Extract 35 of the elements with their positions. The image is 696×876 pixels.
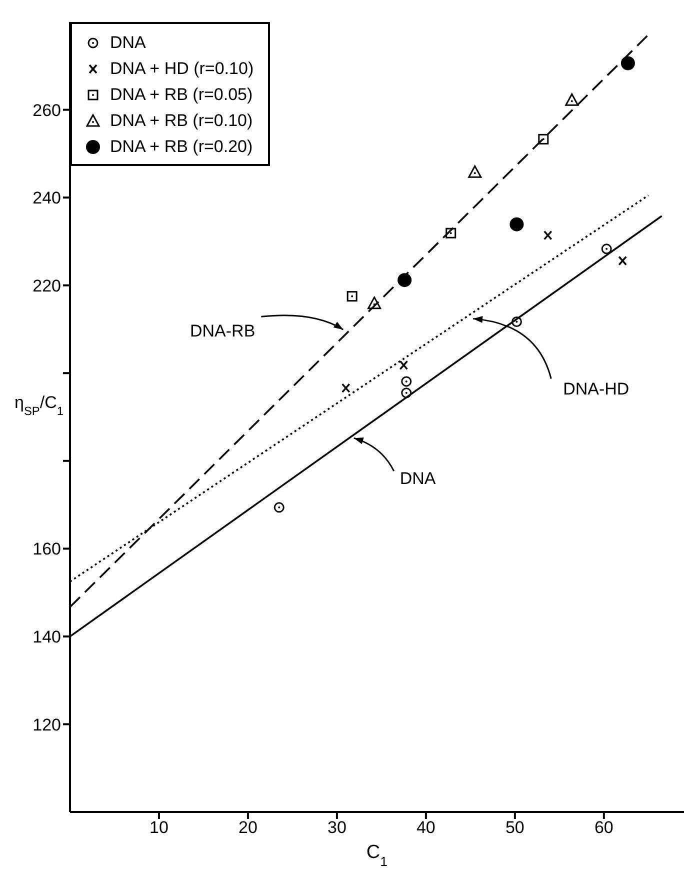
legend-label: DNA + RB (r=0.05) (110, 85, 253, 105)
legend-label: DNA + RB (r=0.10) (110, 111, 253, 131)
point (511, 316, 522, 328)
point (346, 291, 358, 302)
y-axis-title: η$_{SP}$/C$_{1}$ (14, 393, 64, 418)
point (510, 217, 524, 232)
x-tick-label: 20 (238, 818, 258, 838)
y-tick-label: 260 (32, 100, 61, 120)
annotation: DNA-RB (190, 322, 256, 342)
legend-label: DNA + HD (r=0.10) (110, 59, 254, 79)
y-tick-label: 220 (32, 276, 61, 296)
x-tick-label: 60 (594, 818, 614, 838)
y-tick-label: 240 (32, 188, 61, 208)
annotation: DNA (400, 470, 436, 489)
y-tick-label: 160 (32, 540, 61, 559)
point (446, 228, 456, 238)
legend-label: DNA + RB (r=0.20) (110, 137, 253, 157)
point (565, 93, 579, 106)
point (401, 388, 412, 398)
y-tick-label: 140 (32, 627, 61, 646)
x-tick-label: 40 (416, 818, 436, 838)
y-tick-label: 120 (32, 715, 61, 734)
point (620, 56, 635, 70)
point (401, 376, 412, 387)
x-tick-label: 30 (327, 818, 346, 838)
point (468, 165, 482, 178)
x-tick-label: 10 (150, 818, 168, 838)
legend-label: DNA (110, 33, 146, 53)
x-axis-title: C$_{1}$ (366, 842, 388, 868)
annotation: DNA-HD (563, 380, 630, 400)
x-tick-label: 50 (505, 818, 524, 838)
point (274, 502, 284, 513)
point (538, 134, 549, 144)
point (601, 244, 612, 254)
point (368, 296, 382, 310)
